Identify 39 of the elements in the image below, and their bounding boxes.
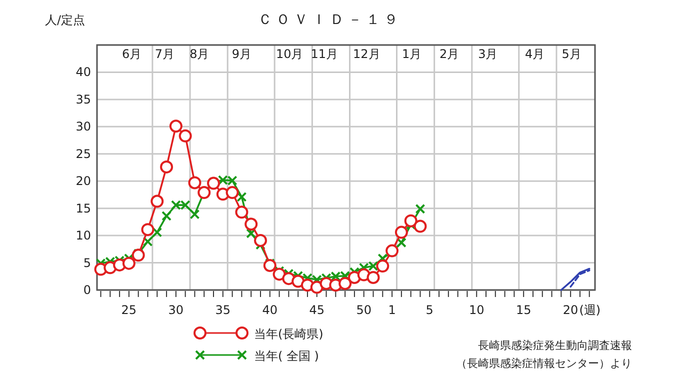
x-tick-label: 25: [121, 303, 137, 317]
x-tick-label: 1: [388, 303, 396, 317]
x-tick-label: 5: [426, 303, 434, 317]
annotation: 5月: [562, 47, 582, 61]
y-tick-label: 25: [76, 146, 91, 161]
y-axis-title: 人/定点: [45, 13, 86, 27]
x-tick-label: 30: [168, 303, 184, 317]
annotation: 3月: [478, 47, 498, 61]
x-tick-label: 40: [262, 303, 278, 317]
x-axis-title: (週): [579, 303, 601, 317]
annotation: 1月: [402, 47, 422, 61]
text: 長崎県感染症発生動向調査速報: [478, 339, 632, 352]
annotation: 12月: [353, 47, 380, 61]
x-tick-label: 45: [309, 303, 325, 317]
y-tick-label: 15: [76, 201, 91, 216]
x-tick-label: 10: [468, 303, 484, 317]
annotation: 10月: [276, 47, 304, 61]
annotation: 7月: [154, 47, 174, 61]
annotation: 8月: [190, 47, 210, 61]
annotation: 4月: [525, 47, 545, 61]
chart-title: ＣＯＶＩＤ－１９: [258, 12, 402, 28]
annotation: 11月: [310, 47, 338, 61]
y-tick-label: 5: [83, 256, 91, 270]
x-tick-label: 20: [562, 303, 578, 317]
annotation: 6月: [122, 47, 142, 61]
y-tick-label: 20: [76, 174, 91, 188]
x-tick-label: 15: [516, 303, 532, 317]
y-tick-label: 10: [76, 228, 91, 243]
text: （長崎県感染症情報センター）より: [456, 357, 632, 370]
legend-label: 当年(長崎県): [254, 327, 324, 341]
annotation: 2月: [440, 47, 460, 61]
y-tick-label: 0: [83, 283, 91, 297]
x-tick-label: 35: [215, 303, 231, 317]
legend-label: 当年( 全国 ): [254, 349, 319, 363]
y-tick-label: 40: [76, 65, 91, 80]
x-tick-label: 50: [356, 303, 372, 317]
y-tick-label: 35: [76, 92, 91, 106]
y-tick-label: 30: [76, 120, 91, 134]
annotation: 9月: [232, 47, 252, 61]
